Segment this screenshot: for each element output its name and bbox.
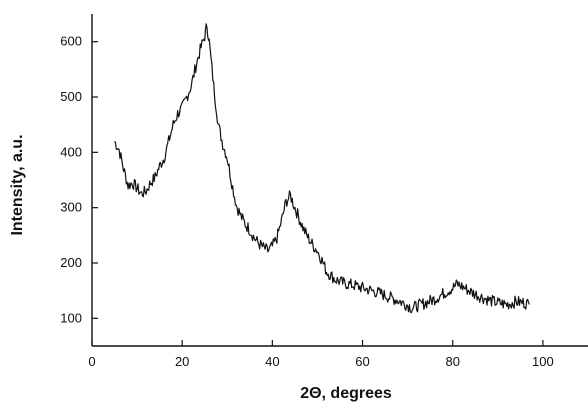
x-axis-title: 2Θ, degrees xyxy=(300,385,392,402)
x-tick-label: 0 xyxy=(88,354,95,369)
series-layer xyxy=(114,23,530,314)
axes xyxy=(91,14,588,347)
x-tick-label: 40 xyxy=(265,354,279,369)
series-line xyxy=(114,23,530,314)
y-tick-label: 200 xyxy=(60,255,82,270)
y-tick-label: 300 xyxy=(60,200,82,215)
x-tick-label: 20 xyxy=(175,354,189,369)
y-axis-title: Intensity, a.u. xyxy=(9,134,26,235)
ticks: 0 20 40 60 80 100 100 200 300 400 500 600 xyxy=(60,34,553,369)
y-tick-label: 400 xyxy=(60,144,82,159)
x-tick-label: 60 xyxy=(355,354,369,369)
x-tick-label: 80 xyxy=(445,354,459,369)
y-tick-label: 100 xyxy=(60,310,82,325)
x-tick-label: 100 xyxy=(532,354,554,369)
y-tick-label: 600 xyxy=(60,34,82,49)
y-tick-label: 500 xyxy=(60,89,82,104)
